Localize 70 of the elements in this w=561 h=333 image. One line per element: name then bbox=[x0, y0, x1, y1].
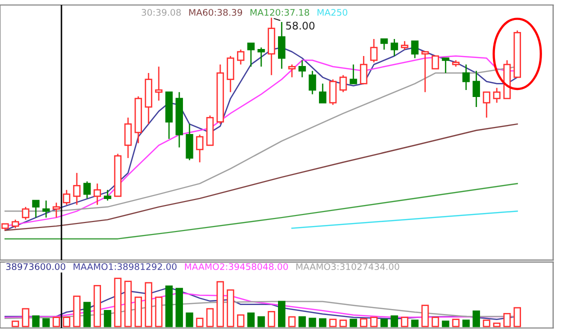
bar bbox=[94, 285, 102, 328]
bar bbox=[350, 318, 358, 328]
bar bbox=[124, 280, 132, 328]
bar bbox=[144, 282, 152, 328]
bar bbox=[196, 318, 204, 328]
bar bbox=[380, 318, 388, 328]
candlestick bbox=[155, 66, 162, 102]
bar bbox=[432, 316, 440, 328]
bar bbox=[442, 320, 450, 328]
bar bbox=[52, 316, 60, 328]
bar bbox=[247, 312, 255, 328]
bar bbox=[206, 308, 214, 328]
candlestick bbox=[52, 202, 60, 218]
bar bbox=[462, 320, 470, 328]
candlestick bbox=[94, 182, 102, 206]
text: 30:39.08 bbox=[142, 8, 181, 16]
bar bbox=[176, 288, 183, 328]
bar bbox=[268, 311, 276, 328]
bar bbox=[12, 320, 20, 328]
bar bbox=[400, 316, 408, 328]
annotation: 58.00 bbox=[286, 22, 314, 30]
bar bbox=[32, 315, 40, 328]
bar bbox=[104, 310, 112, 328]
bar bbox=[482, 320, 490, 328]
bar bbox=[411, 320, 419, 328]
text: MA250 bbox=[318, 8, 348, 16]
bar bbox=[493, 322, 501, 328]
candlestick bbox=[390, 38, 398, 57]
bar bbox=[278, 300, 286, 328]
bar bbox=[22, 308, 30, 328]
bar bbox=[62, 316, 70, 328]
candlestick bbox=[278, 21, 286, 70]
bar bbox=[288, 316, 296, 328]
bar bbox=[42, 318, 50, 328]
bar bbox=[237, 314, 244, 328]
bar bbox=[370, 316, 378, 328]
bar bbox=[329, 318, 337, 328]
bar bbox=[514, 307, 521, 328]
text: MAAMO3:31027434.00 bbox=[296, 263, 400, 270]
bar bbox=[114, 278, 122, 328]
bar bbox=[186, 312, 194, 328]
bar bbox=[318, 318, 326, 328]
text: MA60:38.39 bbox=[189, 8, 242, 16]
candlestick bbox=[268, 17, 276, 76]
bar bbox=[452, 318, 460, 328]
bar bbox=[216, 281, 224, 328]
bar bbox=[226, 289, 234, 328]
bar bbox=[165, 286, 173, 328]
bar bbox=[421, 304, 429, 328]
candlestick bbox=[176, 92, 183, 148]
bar bbox=[360, 318, 368, 328]
bar bbox=[308, 318, 316, 328]
bar bbox=[155, 296, 162, 328]
text: MAAMO1:38981292.00 bbox=[74, 263, 177, 270]
bar bbox=[73, 296, 81, 328]
text: 38973600.00 bbox=[6, 263, 66, 270]
candlestick bbox=[472, 70, 480, 108]
bar bbox=[298, 316, 306, 328]
bar bbox=[258, 316, 265, 328]
bar bbox=[503, 312, 511, 328]
bar bbox=[134, 296, 142, 328]
candlestick bbox=[493, 87, 501, 104]
candlestick bbox=[298, 60, 306, 78]
text: MA120:37.18 bbox=[250, 8, 310, 16]
bar bbox=[339, 320, 347, 328]
bar bbox=[83, 302, 91, 328]
bar bbox=[390, 315, 398, 328]
text: MAAMO2:39458048.00 bbox=[184, 263, 288, 270]
candlestick bbox=[73, 172, 81, 206]
bar bbox=[472, 310, 480, 328]
